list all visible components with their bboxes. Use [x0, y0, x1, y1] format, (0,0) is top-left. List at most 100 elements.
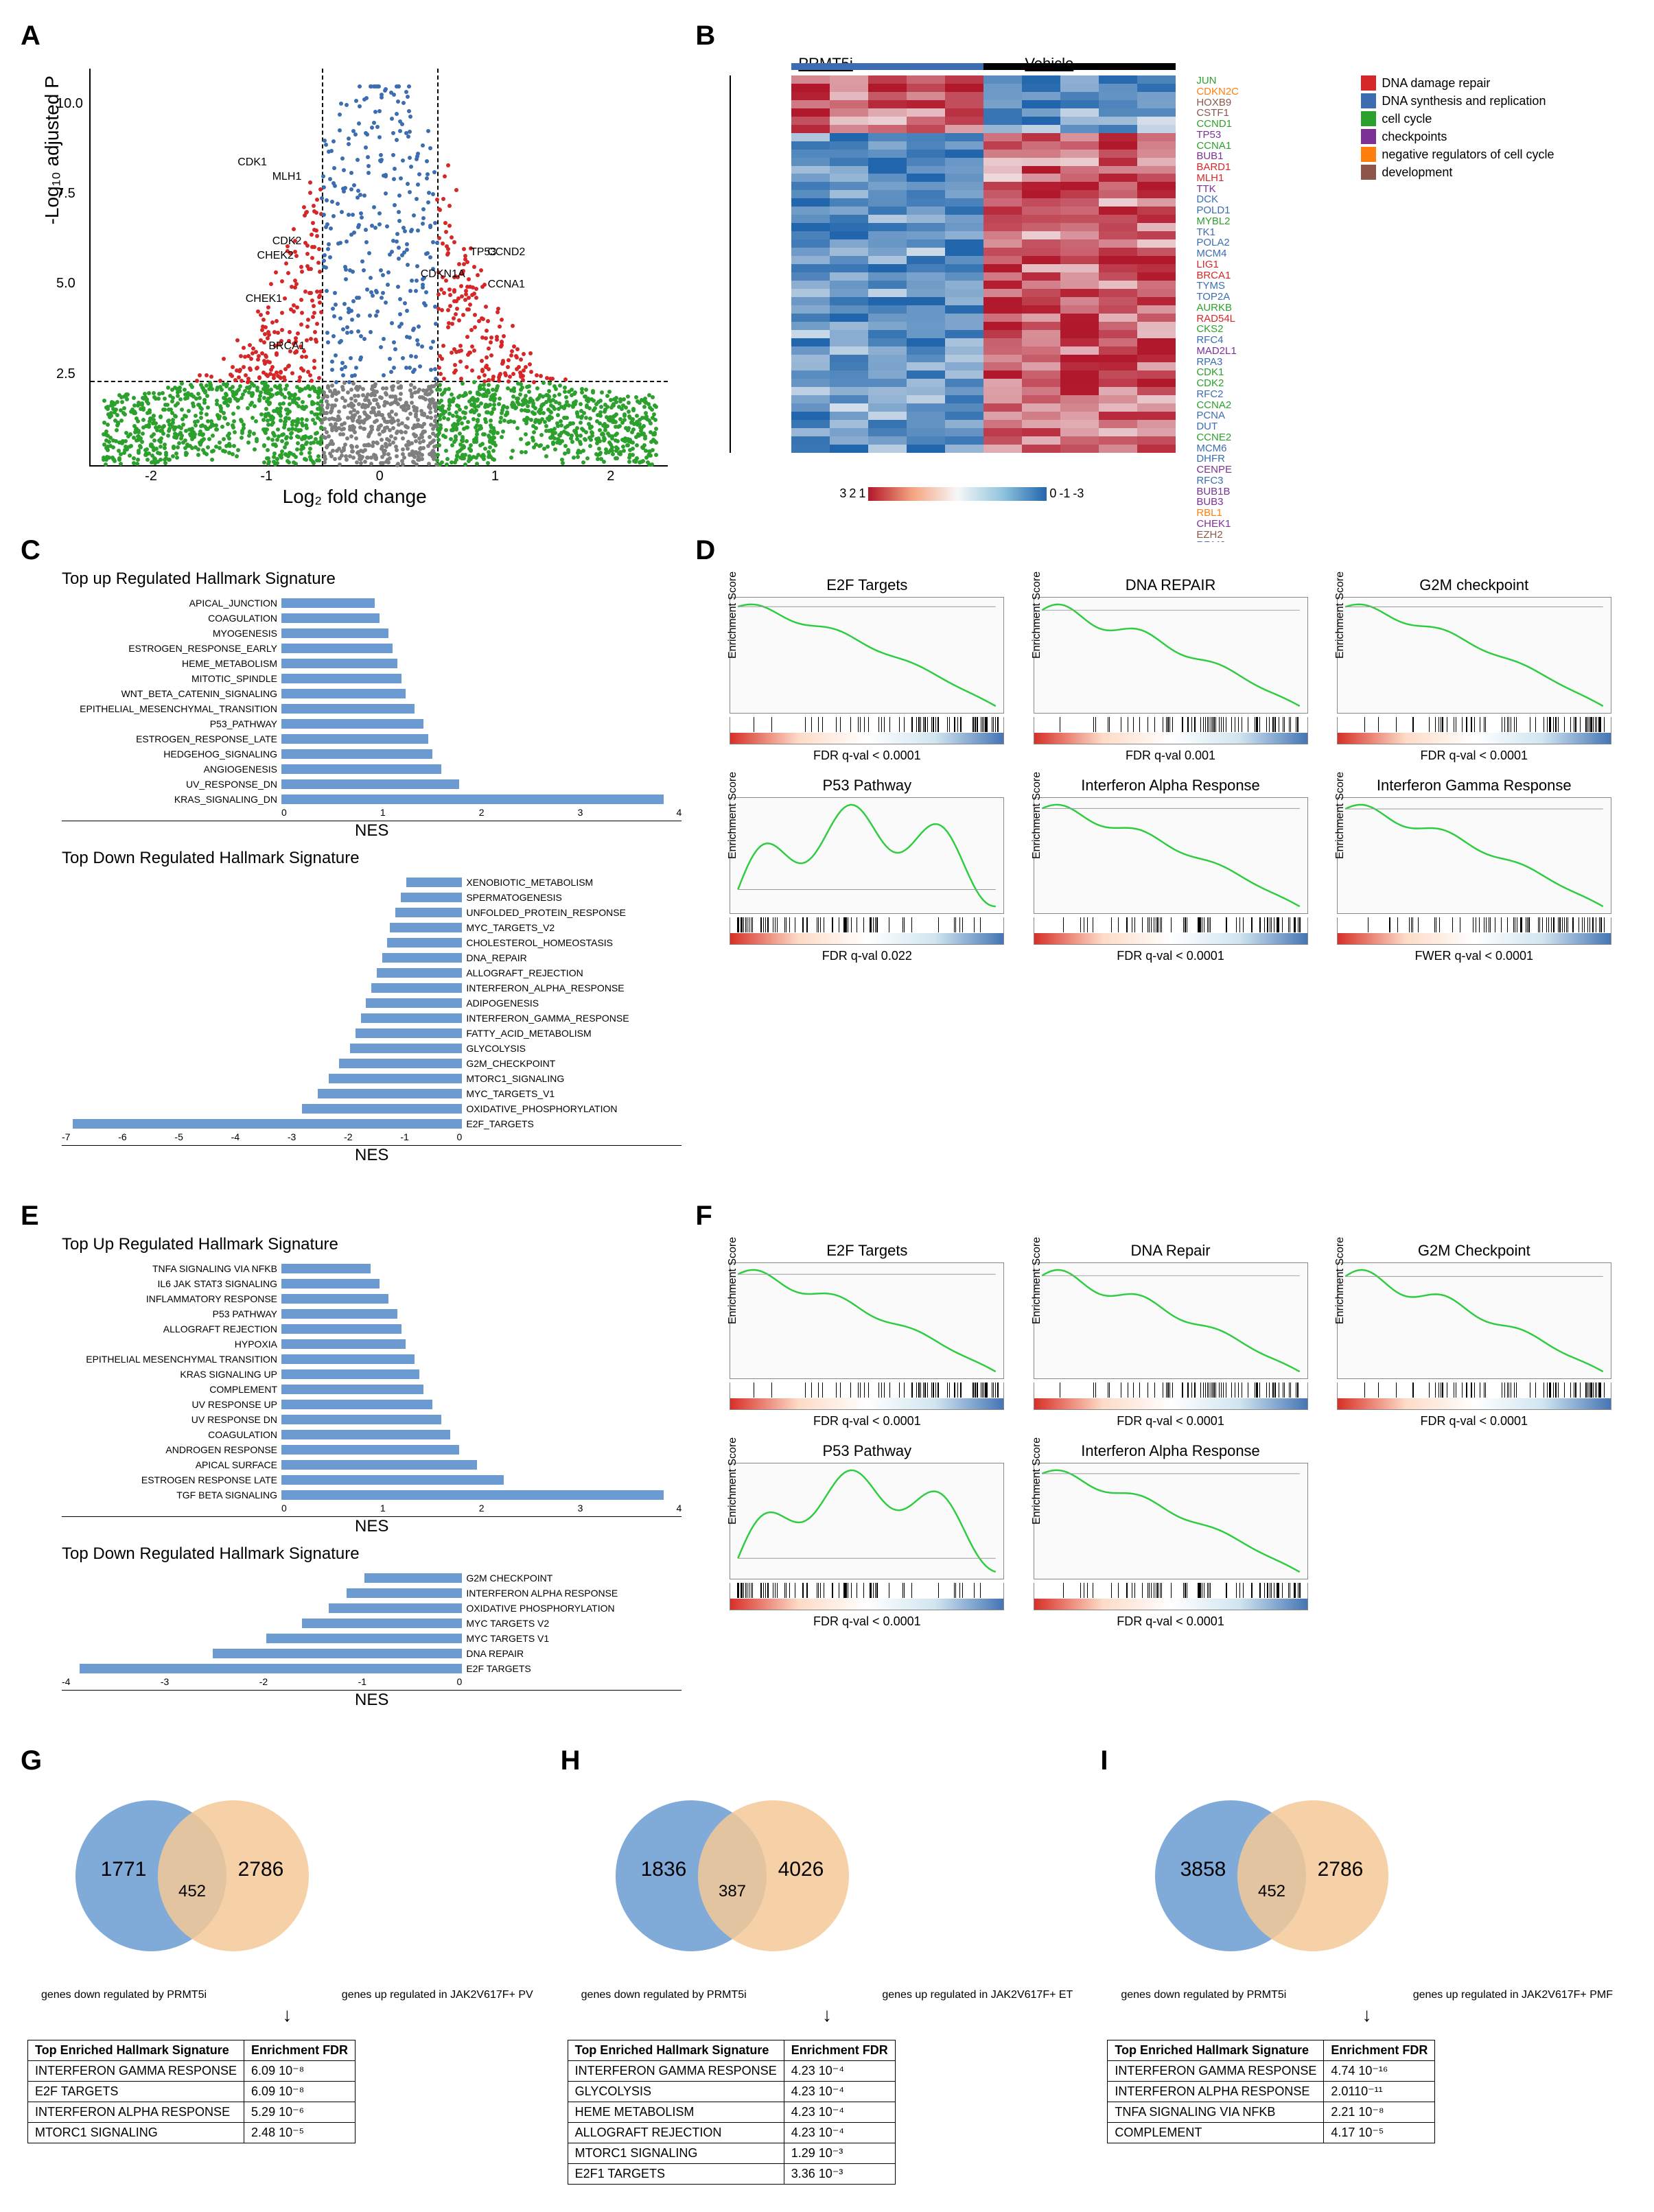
legend-row: cell cycle	[1361, 111, 1554, 126]
gsea-qval: FDR q-val < 0.0001	[1337, 749, 1611, 763]
table-row: MTORC1 SIGNALING2.48 10⁻⁵	[28, 2123, 356, 2143]
panel-b: B PRMT5i Vehicle JUNCDKN2CHOXB9CSTF1CCND…	[702, 27, 1627, 521]
gsea-curve	[1337, 797, 1611, 914]
nes-row-label: KRAS SIGNALING UP	[62, 1369, 281, 1380]
enrichment-table: Top Enriched Hallmark SignatureEnrichmen…	[27, 2040, 356, 2143]
svg-text:1836: 1836	[640, 1858, 686, 1881]
table-cell: 2.0110⁻¹¹	[1324, 2082, 1435, 2102]
gsea-ylabel: Enrichment Score	[727, 572, 739, 659]
gene-CKS2: CKS2	[1196, 324, 1320, 335]
nes-row: DNA_REPAIR	[62, 950, 682, 965]
gene-CCNA1: CCNA1	[1196, 141, 1320, 152]
nes-c-up-chart: APICAL_JUNCTIONCOAGULATIONMYOGENESISESTR…	[62, 593, 682, 821]
nes-row: UV RESPONSE UP	[62, 1397, 682, 1412]
gsea-plot: Enrichment ScoreDNA RepairFDR q-val < 0.…	[1034, 1242, 1308, 1428]
nes-row-label: DNA REPAIR	[462, 1648, 682, 1659]
nes-row-label: COAGULATION	[62, 1429, 281, 1440]
nes-row-label: EPITHELIAL MESENCHYMAL TRANSITION	[62, 1354, 281, 1365]
gsea-ylabel: Enrichment Score	[1031, 1237, 1043, 1324]
gsea-title: DNA Repair	[1034, 1242, 1308, 1260]
nes-row: MYC_TARGETS_V2	[62, 920, 682, 935]
nes-row-label: UV RESPONSE UP	[62, 1399, 281, 1410]
nes-row-label: MYC TARGETS V2	[462, 1618, 682, 1629]
legend-row: development	[1361, 165, 1554, 180]
nes-bar	[281, 1400, 432, 1409]
panel-a: A CDK1MLH1CDK2CHEK2CHEK1BRCA1CDKN1ATP53C…	[27, 27, 682, 521]
nes-row: ANDROGEN RESPONSE	[62, 1442, 682, 1457]
nes-bar	[382, 953, 463, 963]
nes-bar	[281, 704, 415, 714]
nes-bar	[281, 719, 423, 729]
panel-f-label: F	[695, 1201, 712, 1232]
panel-c: C Top up Regulated Hallmark Signature AP…	[27, 542, 682, 1166]
nes-row: OXIDATIVE_PHOSPHORYLATION	[62, 1101, 682, 1116]
panel-c-label: C	[21, 535, 40, 566]
gene-RFC3: RFC3	[1196, 475, 1320, 486]
panel-g: G 17712786452genes down regulated by PRM…	[27, 1752, 547, 2185]
nes-row-label: E2F TARGETS	[462, 1663, 682, 1674]
svg-text:4026: 4026	[778, 1858, 824, 1881]
gsea-ylabel: Enrichment Score	[1031, 1437, 1043, 1525]
gsea-barcode	[730, 1583, 1004, 1610]
table-cell: COMPLEMENT	[1108, 2123, 1324, 2143]
gsea-curve	[1337, 1262, 1611, 1379]
gsea-plot: Enrichment ScoreG2M CheckpointFDR q-val …	[1337, 1242, 1611, 1428]
nes-bar	[281, 1279, 380, 1289]
nes-bar	[266, 1634, 462, 1643]
table-row: E2F1 TARGETS3.36 10⁻³	[568, 2164, 895, 2185]
gsea-curve	[730, 1262, 1004, 1379]
nes-row: EPITHELIAL MESENCHYMAL TRANSITION	[62, 1352, 682, 1367]
nes-row: COMPLEMENT	[62, 1382, 682, 1397]
nes-bar	[395, 908, 462, 917]
table-cell: 6.09 10⁻⁸	[244, 2082, 356, 2102]
nes-row: UV_RESPONSE_DN	[62, 777, 682, 792]
gene-RFC2: RFC2	[1196, 389, 1320, 400]
gene-CCND1: CCND1	[1196, 119, 1320, 130]
nes-row: APICAL_JUNCTION	[62, 596, 682, 611]
down-arrow-icon: ↓	[27, 2004, 547, 2026]
gsea-curve	[730, 597, 1004, 714]
legend-swatch	[1361, 75, 1376, 91]
legend-swatch	[1361, 129, 1376, 144]
table-cell: 5.29 10⁻⁶	[244, 2102, 356, 2123]
gsea-ylabel: Enrichment Score	[1031, 772, 1043, 859]
nes-row: INTERFERON_ALPHA_RESPONSE	[62, 980, 682, 996]
nes-bar	[281, 1339, 406, 1349]
nes-c-down-axis: NES	[62, 1146, 682, 1166]
nes-bar	[364, 1573, 463, 1583]
nes-row: P53 PATHWAY	[62, 1306, 682, 1321]
gsea-ylabel: Enrichment Score	[1334, 772, 1347, 859]
table-header: Enrichment FDR	[1324, 2040, 1435, 2061]
nes-row-label: G2M CHECKPOINT	[462, 1573, 682, 1584]
nes-bar	[281, 1309, 397, 1319]
nes-row-label: TGF BETA SIGNALING	[62, 1490, 281, 1501]
nes-c-down-chart: XENOBIOTIC_METABOLISMSPERMATOGENESISUNFO…	[62, 872, 682, 1146]
table-cell: 4.74 10⁻¹⁶	[1324, 2061, 1435, 2082]
gsea-qval: FDR q-val 0.022	[730, 949, 1004, 963]
table-cell: INTERFERON GAMMA RESPONSE	[568, 2061, 784, 2082]
nes-bar	[281, 689, 406, 698]
gsea-plot: Enrichment ScoreInterferon Alpha Respons…	[1034, 1442, 1308, 1629]
nes-row-label: UV_RESPONSE_DN	[62, 779, 281, 790]
nes-bar	[281, 1385, 423, 1394]
nes-row-label: GLYCOLYSIS	[462, 1043, 682, 1054]
nes-row: WNT_BETA_CATENIN_SIGNALING	[62, 686, 682, 701]
legend-label: negative regulators of cell cycle	[1382, 148, 1554, 162]
gsea-barcode	[1034, 1583, 1308, 1610]
gsea-barcode	[1034, 1382, 1308, 1410]
nes-row-label: MTORC1_SIGNALING	[462, 1073, 682, 1084]
gsea-qval: FDR q-val < 0.0001	[730, 1614, 1004, 1629]
nes-bar	[361, 1013, 463, 1023]
gsea-title: DNA REPAIR	[1034, 576, 1308, 594]
nes-row-label: P53 PATHWAY	[62, 1308, 281, 1319]
nes-row-label: ALLOGRAFT REJECTION	[62, 1323, 281, 1334]
gsea-title: P53 Pathway	[730, 1442, 1004, 1460]
gsea-qval: FDR q-val < 0.0001	[1034, 949, 1308, 963]
nes-row: E2F_TARGETS	[62, 1116, 682, 1131]
table-row: COMPLEMENT4.17 10⁻⁵	[1108, 2123, 1435, 2143]
nes-row-label: UV RESPONSE DN	[62, 1414, 281, 1425]
gsea-plot: Enrichment ScoreE2F TargetsFDR q-val < 0…	[730, 576, 1004, 763]
nes-bar	[281, 1415, 441, 1424]
nes-row: DNA REPAIR	[62, 1646, 682, 1661]
gene-CCNA2: CCNA2	[1196, 400, 1320, 411]
